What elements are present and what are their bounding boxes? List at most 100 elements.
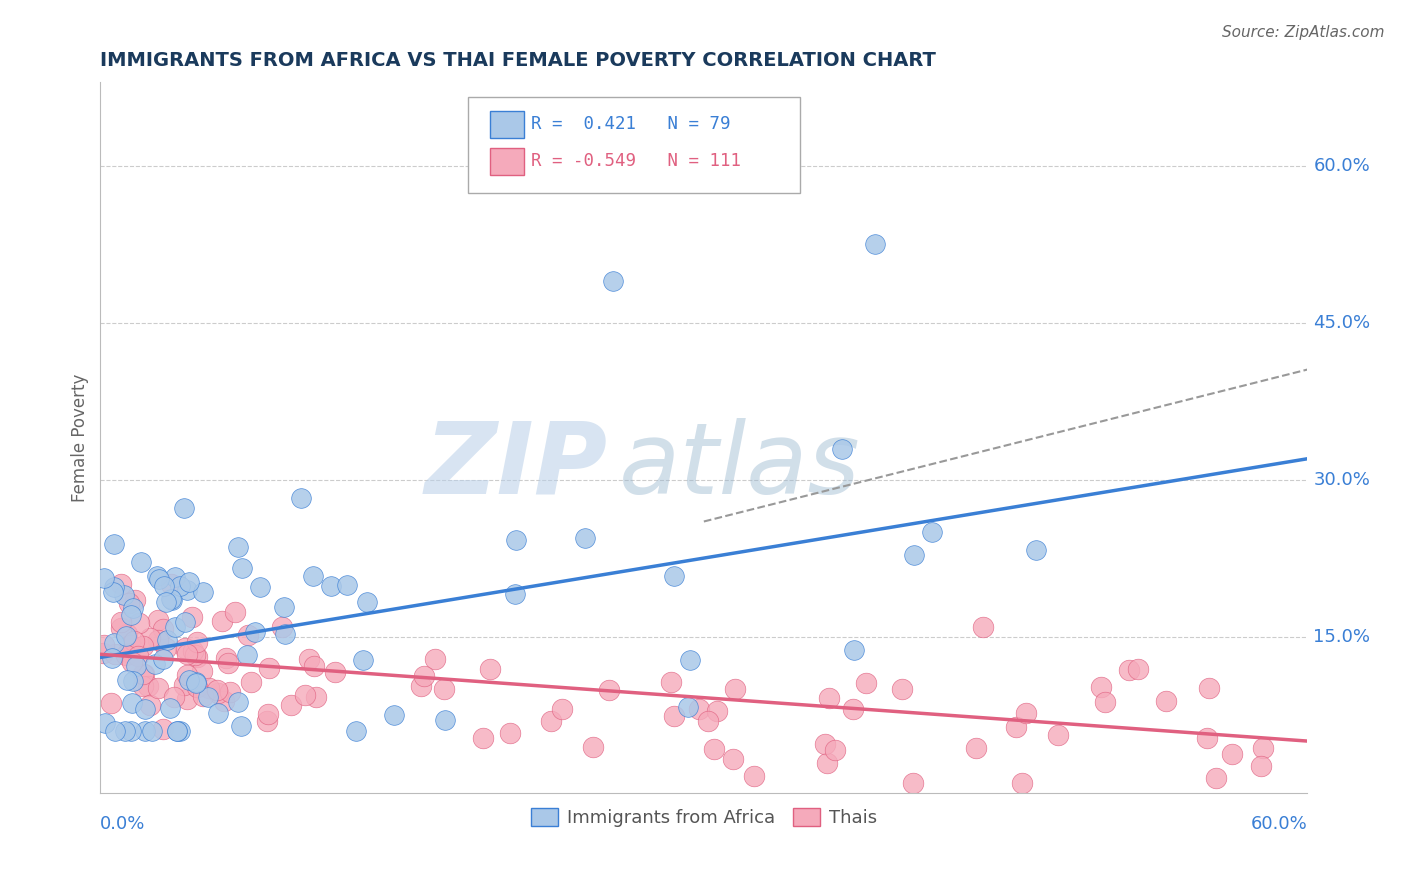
Point — [256, 706, 278, 721]
Point — [1198, 681, 1220, 695]
Point — [382, 707, 405, 722]
Point — [186, 634, 208, 648]
Point — [128, 615, 150, 630]
Point — [134, 702, 156, 716]
Point — [146, 633, 169, 648]
Point — [842, 702, 865, 716]
Point — [176, 668, 198, 682]
Point — [122, 633, 145, 648]
Point — [132, 667, 155, 681]
Point — [505, 587, 527, 601]
Point — [249, 580, 271, 594]
Point — [224, 605, 246, 619]
Point — [298, 652, 321, 666]
Point — [114, 723, 136, 738]
Point — [433, 681, 456, 696]
Point — [352, 653, 374, 667]
Text: Source: ZipAtlas.com: Source: ZipAtlas.com — [1222, 25, 1385, 40]
Point — [274, 627, 297, 641]
Text: 60.0%: 60.0% — [1313, 157, 1369, 175]
Point — [863, 237, 886, 252]
Text: 30.0%: 30.0% — [1313, 471, 1371, 489]
Point — [166, 723, 188, 738]
Point — [217, 656, 239, 670]
Point — [166, 723, 188, 738]
Point — [212, 693, 235, 707]
Point — [120, 723, 142, 738]
Point — [176, 583, 198, 598]
Point — [582, 740, 605, 755]
Point — [122, 673, 145, 688]
Point — [226, 540, 249, 554]
Point — [205, 683, 228, 698]
Text: R =  0.421   N = 79: R = 0.421 N = 79 — [531, 115, 731, 133]
Text: ZIP: ZIP — [425, 417, 607, 515]
Point — [228, 695, 250, 709]
Point — [551, 702, 574, 716]
Point — [152, 722, 174, 736]
Text: atlas: atlas — [620, 417, 860, 515]
Point — [1220, 747, 1243, 761]
Point — [100, 696, 122, 710]
Bar — [491, 111, 524, 137]
Point — [1005, 720, 1028, 734]
Point — [239, 675, 262, 690]
Point — [1094, 694, 1116, 708]
Point — [1025, 543, 1047, 558]
Point — [356, 595, 378, 609]
Point — [131, 555, 153, 569]
Point — [180, 610, 202, 624]
Point — [155, 641, 177, 656]
Point — [1128, 662, 1150, 676]
Point — [112, 589, 135, 603]
Point — [824, 743, 846, 757]
Point — [1195, 731, 1218, 745]
Point — [104, 723, 127, 738]
Point — [121, 697, 143, 711]
Point — [163, 620, 186, 634]
Point — [336, 578, 359, 592]
Point — [191, 689, 214, 703]
Point — [574, 531, 596, 545]
Y-axis label: Female Poverty: Female Poverty — [72, 374, 89, 502]
Point — [231, 719, 253, 733]
Point — [93, 646, 115, 660]
Point — [160, 577, 183, 591]
Point — [817, 756, 839, 770]
Point — [972, 620, 994, 634]
Point — [257, 661, 280, 675]
Point — [103, 636, 125, 650]
Point — [1090, 680, 1112, 694]
Point — [181, 643, 204, 657]
Point — [110, 577, 132, 591]
Point — [891, 682, 914, 697]
Point — [344, 723, 367, 738]
Point — [197, 690, 219, 704]
Point — [110, 621, 132, 635]
Bar — [491, 148, 524, 175]
Point — [505, 533, 527, 548]
Point — [124, 592, 146, 607]
Point — [1251, 740, 1274, 755]
Point — [831, 442, 853, 456]
Point — [122, 601, 145, 615]
Point — [176, 647, 198, 661]
Point — [160, 592, 183, 607]
Point — [118, 638, 141, 652]
Legend: Immigrants from Africa, Thais: Immigrants from Africa, Thais — [523, 800, 884, 834]
Point — [184, 648, 207, 662]
Point — [243, 624, 266, 639]
Point — [742, 769, 765, 783]
Point — [921, 524, 943, 539]
Point — [177, 574, 200, 589]
Point — [103, 537, 125, 551]
Point — [198, 681, 221, 695]
Point — [186, 681, 208, 695]
Point — [540, 714, 562, 728]
Point — [903, 548, 925, 562]
Point — [211, 614, 233, 628]
Point — [706, 704, 728, 718]
Point — [143, 657, 166, 672]
Point — [659, 675, 682, 690]
Point — [159, 700, 181, 714]
